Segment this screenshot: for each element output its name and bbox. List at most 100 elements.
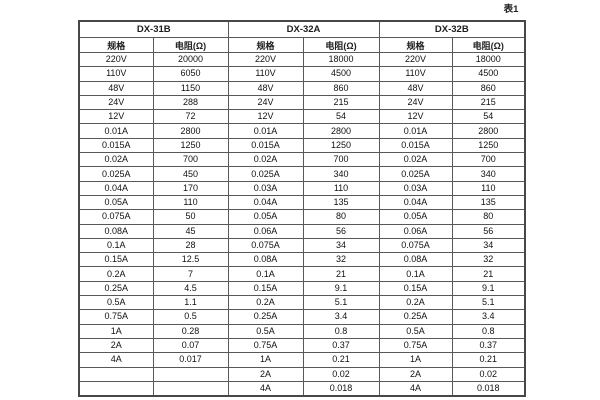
resistance-cell: 110 bbox=[302, 180, 380, 196]
resistance-cell: 45 bbox=[152, 223, 229, 239]
table-row: 0.1A 28 0.075A 34 0.075A 34 bbox=[78, 237, 526, 254]
spec-cell: 24V bbox=[227, 94, 304, 111]
table-row: 0.15A 12.5 0.08A 32 0.08A 32 bbox=[78, 252, 526, 268]
spec-cell: 110V bbox=[78, 66, 154, 82]
resistance-cell: 215 bbox=[302, 94, 380, 111]
spec-cell: 4A bbox=[78, 352, 154, 368]
resistance-column-header-dx32b: 电阻(Ω) bbox=[451, 37, 526, 53]
resistance-cell: 340 bbox=[451, 166, 526, 182]
resistance-cell: 9.1 bbox=[451, 280, 526, 297]
spec-cell: 0.025A bbox=[78, 166, 154, 182]
spec-cell: 0.2A bbox=[78, 266, 154, 282]
spec-cell: 0.025A bbox=[378, 166, 453, 182]
resistance-cell: 1250 bbox=[152, 137, 229, 154]
spec-cell: 2A bbox=[78, 337, 154, 354]
resistance-cell: 28 bbox=[152, 237, 229, 254]
spec-cell: 0.04A bbox=[227, 194, 304, 211]
spec-cell: 48V bbox=[227, 80, 304, 96]
resistance-cell: 2800 bbox=[152, 123, 229, 139]
spec-cell: 0.15A bbox=[227, 280, 304, 297]
resistance-cell: 170 bbox=[152, 180, 229, 196]
table-row: 0.04A 170 0.03A 110 0.03A 110 bbox=[78, 180, 526, 196]
resistance-cell: 0.018 bbox=[302, 380, 380, 397]
group-header-dx32b: DX-32B bbox=[378, 20, 526, 38]
spec-cell: 0.06A bbox=[378, 223, 453, 239]
spec-cell: 0.15A bbox=[78, 252, 154, 268]
resistance-cell: 0.37 bbox=[451, 337, 526, 354]
spec-cell: 48V bbox=[78, 80, 154, 96]
spec-cell: 4A bbox=[227, 380, 304, 397]
resistance-cell: 2800 bbox=[302, 123, 380, 139]
resistance-cell: 6050 bbox=[152, 66, 229, 82]
resistance-cell: 56 bbox=[451, 223, 526, 239]
resistance-cell: 1.1 bbox=[152, 295, 229, 311]
table-row: 4A 0.017 1A 0.21 1A 0.21 bbox=[78, 352, 526, 368]
table-header: DX-31B DX-32A DX-32B 规格 电阻(Ω) 规格 电阻(Ω) 规… bbox=[78, 20, 526, 53]
resistance-cell: 5.1 bbox=[302, 295, 380, 311]
spec-cell: 2A bbox=[227, 366, 304, 382]
spec-cell: 0.1A bbox=[378, 266, 453, 282]
spec-cell: 0.075A bbox=[227, 237, 304, 254]
spec-cell: 12V bbox=[227, 109, 304, 125]
resistance-cell: 4500 bbox=[302, 66, 380, 82]
spec-column-header-dx32b: 规格 bbox=[378, 37, 453, 53]
spec-cell: 12V bbox=[378, 109, 453, 125]
table-row: 0.5A 1.1 0.2A 5.1 0.2A 5.1 bbox=[78, 295, 526, 311]
table-row: 0.2A 7 0.1A 21 0.1A 21 bbox=[78, 266, 526, 282]
resistance-cell: 4500 bbox=[451, 66, 526, 82]
resistance-cell: 0.017 bbox=[152, 352, 229, 368]
spec-cell: 0.75A bbox=[227, 337, 304, 354]
resistance-cell: 0.28 bbox=[152, 323, 229, 339]
resistance-cell: 0.02 bbox=[302, 366, 380, 382]
spec-cell: 0.05A bbox=[378, 209, 453, 225]
spec-cell bbox=[78, 380, 154, 397]
resistance-column-header-dx31b: 电阻(Ω) bbox=[152, 37, 229, 53]
spec-cell: 0.5A bbox=[227, 323, 304, 339]
table-row: 0.075A 50 0.05A 80 0.05A 80 bbox=[78, 209, 526, 225]
resistance-cell: 20000 bbox=[152, 51, 229, 68]
resistance-cell: 1250 bbox=[451, 137, 526, 154]
spec-cell: 0.04A bbox=[78, 180, 154, 196]
resistance-cell: 860 bbox=[451, 80, 526, 96]
spec-cell: 220V bbox=[227, 51, 304, 68]
resistance-cell: 21 bbox=[302, 266, 380, 282]
table-caption: 表1 bbox=[503, 4, 519, 15]
spec-cell: 0.01A bbox=[78, 123, 154, 139]
spec-cell: 0.015A bbox=[78, 137, 154, 154]
spec-cell: 0.25A bbox=[378, 309, 453, 325]
group-header-row: DX-31B DX-32A DX-32B bbox=[78, 20, 526, 38]
resistance-cell: 215 bbox=[451, 94, 526, 111]
resistance-cell: 72 bbox=[152, 109, 229, 125]
spec-cell: 48V bbox=[378, 80, 453, 96]
resistance-cell: 0.37 bbox=[302, 337, 380, 354]
table-row: 220V 20000 220V 18000 220V 18000 bbox=[78, 51, 526, 68]
spec-cell: 0.15A bbox=[378, 280, 453, 297]
table-row: 2A 0.07 0.75A 0.37 0.75A 0.37 bbox=[78, 337, 526, 354]
spec-cell: 1A bbox=[378, 352, 453, 368]
spec-cell: 110V bbox=[378, 66, 453, 82]
resistance-cell: 21 bbox=[451, 266, 526, 282]
spec-cell: 0.75A bbox=[78, 309, 154, 325]
resistance-cell: 9.1 bbox=[302, 280, 380, 297]
spec-cell: 0.5A bbox=[378, 323, 453, 339]
resistance-cell: 2800 bbox=[451, 123, 526, 139]
resistance-cell: 340 bbox=[302, 166, 380, 182]
resistance-cell: 7 bbox=[152, 266, 229, 282]
table-row: 0.75A 0.5 0.25A 3.4 0.25A 3.4 bbox=[78, 309, 526, 325]
resistance-cell bbox=[152, 366, 229, 382]
resistance-spec-table: DX-31B DX-32A DX-32B 规格 电阻(Ω) 规格 电阻(Ω) 规… bbox=[78, 20, 527, 398]
spec-cell: 0.25A bbox=[227, 309, 304, 325]
resistance-cell: 1150 bbox=[152, 80, 229, 96]
spec-cell: 0.08A bbox=[78, 223, 154, 239]
resistance-cell: 12.5 bbox=[152, 252, 229, 268]
resistance-cell: 0.5 bbox=[152, 309, 229, 325]
spec-cell: 0.5A bbox=[78, 295, 154, 311]
resistance-cell: 18000 bbox=[302, 51, 380, 68]
resistance-cell: 54 bbox=[302, 109, 380, 125]
spec-cell: 2A bbox=[378, 366, 453, 382]
resistance-cell: 0.21 bbox=[302, 352, 380, 368]
spec-cell: 0.2A bbox=[378, 295, 453, 311]
spec-cell: 0.2A bbox=[227, 295, 304, 311]
spec-cell: 0.01A bbox=[378, 123, 453, 139]
resistance-cell: 0.07 bbox=[152, 337, 229, 354]
